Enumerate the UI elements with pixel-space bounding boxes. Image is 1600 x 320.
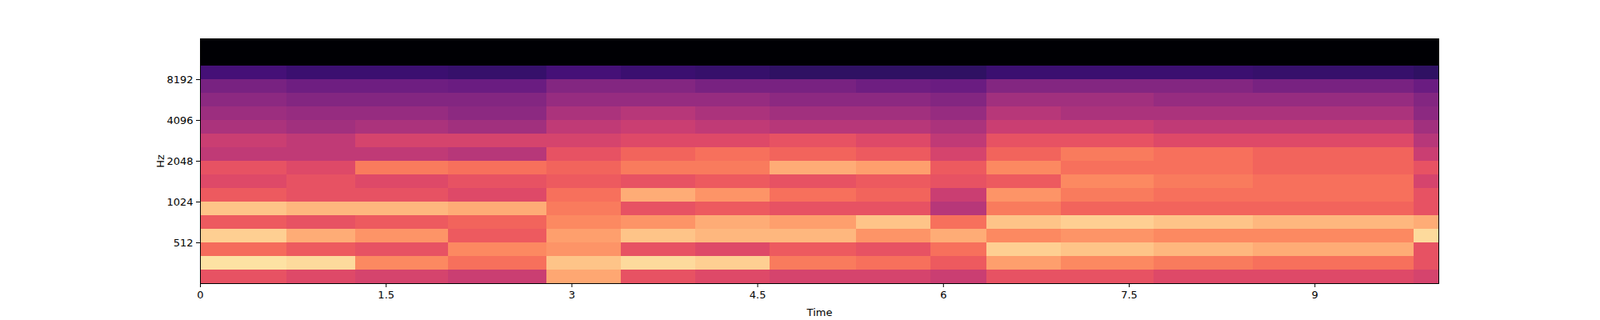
svg-text:6: 6 — [940, 288, 947, 301]
svg-text:7.5: 7.5 — [1120, 288, 1138, 301]
svg-text:3: 3 — [568, 288, 576, 301]
svg-text:4096: 4096 — [166, 114, 193, 127]
svg-text:1024: 1024 — [166, 196, 193, 208]
svg-text:0: 0 — [196, 288, 204, 301]
svg-text:512: 512 — [173, 236, 194, 249]
svg-text:2048: 2048 — [166, 155, 193, 168]
svg-text:Time: Time — [806, 306, 833, 319]
svg-text:Hz: Hz — [154, 154, 167, 168]
svg-text:8192: 8192 — [166, 73, 193, 86]
svg-text:9: 9 — [1312, 288, 1319, 301]
svg-text:4.5: 4.5 — [749, 288, 767, 301]
svg-text:1.5: 1.5 — [377, 288, 395, 301]
